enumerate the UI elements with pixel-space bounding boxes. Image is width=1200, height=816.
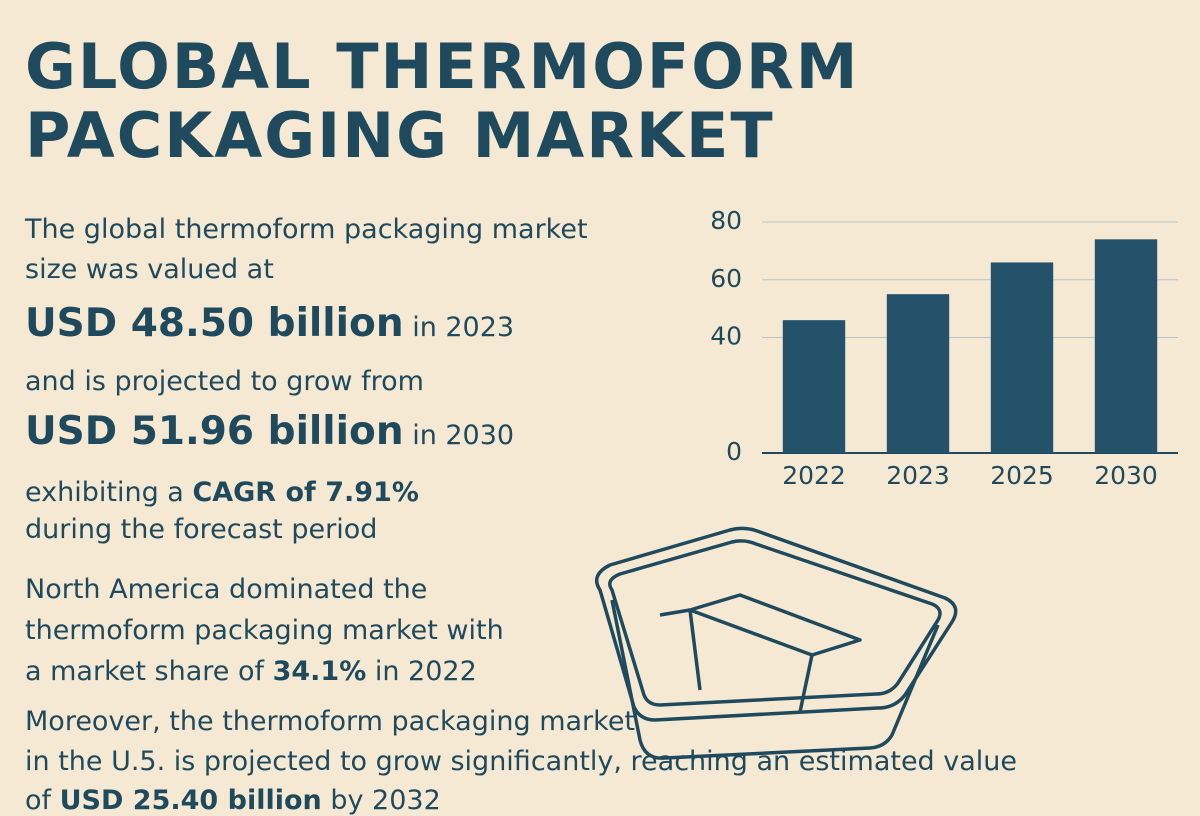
growth-intro: and is projected to grow from (25, 366, 424, 397)
tray-illustration (594, 526, 958, 760)
stat-amount: USD 51.96 billion (25, 409, 404, 454)
x-tick-label: 2022 (782, 461, 846, 490)
cagr-prefix: exhibiting a (25, 477, 184, 508)
title-line: PACKAGING MARKET (25, 99, 775, 172)
region-prefix: a market share of (25, 656, 264, 687)
cagr-value: CAGR of 7.91% (192, 477, 419, 508)
us-value: USD 25.40 billion (59, 785, 322, 816)
region-share: 34.1% (272, 656, 367, 687)
region-suffix: in 2022 (374, 656, 477, 687)
x-tick-label: 2023 (886, 461, 950, 490)
y-tick-label: 80 (710, 206, 742, 235)
region-line: a market share of 34.1% in 2022 (25, 658, 477, 685)
stat-line: USD 48.50 billion in 2023 (25, 304, 514, 343)
bar (990, 262, 1054, 453)
us-line: Moreover, the thermoform packaging marke… (25, 706, 636, 737)
x-tick-label: 2025 (990, 461, 1054, 490)
bar (782, 320, 846, 453)
y-tick-label: 60 (710, 264, 742, 293)
y-tick-label: 0 (726, 437, 742, 466)
intro-line: size was valued at (25, 254, 274, 285)
y-tick-label: 40 (710, 322, 742, 351)
stat-suffix: in 2023 (412, 312, 515, 343)
intro-line: The global thermoform packaging market (25, 214, 588, 245)
cagr-line: during the forecast period (25, 514, 378, 545)
stat-suffix: in 2030 (412, 420, 515, 451)
stat-amount: USD 48.50 billion (25, 301, 404, 346)
us-prefix: of (25, 785, 52, 816)
title-line: GLOBAL THERMOFORM (25, 30, 860, 103)
cagr-line: exhibiting a CAGR of 7.91% (25, 479, 419, 506)
us-line: of USD 25.40 billion by 2032 (25, 787, 441, 814)
bar (1094, 239, 1158, 453)
stat-line: USD 51.96 billion in 2030 (25, 412, 514, 451)
us-suffix: by 2032 (330, 785, 441, 816)
region-line: North America dominated the (25, 574, 428, 605)
x-tick-label: 2030 (1094, 461, 1158, 490)
us-line: in the U.5. is projected to grow signifi… (25, 746, 1018, 777)
bar (886, 294, 950, 453)
region-line: thermoform packaging market with (25, 615, 504, 646)
